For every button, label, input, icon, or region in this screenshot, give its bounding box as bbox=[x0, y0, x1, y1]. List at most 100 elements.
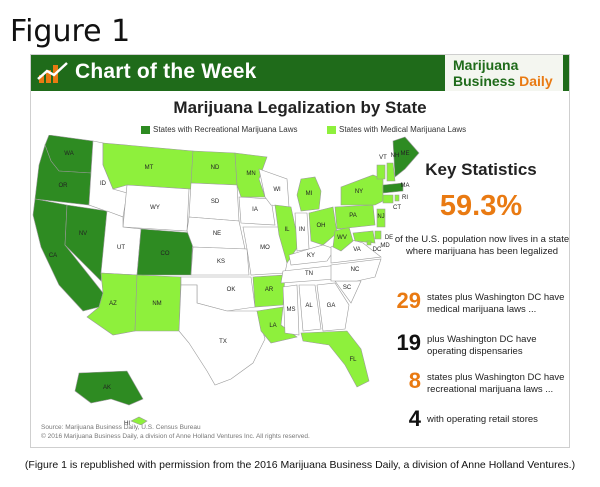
state-label-ma: MA bbox=[401, 183, 410, 189]
stat-text: states plus Washington DC have recreatio… bbox=[427, 372, 565, 395]
key-stats-title: Key Statistics bbox=[425, 160, 537, 179]
state-label-nh: NH bbox=[391, 153, 400, 159]
banner: Chart of the Week Marijuana Business Dai… bbox=[31, 55, 569, 91]
state-label-mn: MN bbox=[246, 171, 255, 177]
state-label-ia: IA bbox=[252, 207, 258, 213]
source-line: Source: Marijuana Business Daily, U.S. C… bbox=[41, 424, 201, 431]
state-label-sd: SD bbox=[211, 199, 220, 205]
banner-title: Chart of the Week bbox=[75, 60, 257, 83]
brand-line1: Marijuana bbox=[453, 57, 519, 73]
state-hi bbox=[130, 416, 148, 425]
state-fl bbox=[300, 330, 370, 388]
state-label-il: IL bbox=[284, 227, 290, 233]
state-ma bbox=[382, 182, 404, 194]
brand-daily: Daily bbox=[519, 73, 553, 89]
state-de bbox=[374, 230, 382, 240]
state-label-id: ID bbox=[100, 181, 107, 187]
map-title: Marijuana Legalization by State bbox=[173, 98, 427, 117]
state-label-wi: WI bbox=[273, 187, 281, 193]
state-label-ga: GA bbox=[327, 303, 336, 309]
legend-swatch-recreational bbox=[141, 125, 150, 134]
state-label-nd: ND bbox=[211, 165, 220, 171]
state-me bbox=[392, 136, 420, 178]
state-label-mt: MT bbox=[145, 165, 154, 171]
state-label-hi: HI bbox=[124, 421, 130, 425]
state-tx bbox=[178, 284, 266, 386]
state-mi bbox=[296, 176, 322, 212]
state-nc bbox=[330, 258, 382, 282]
state-label-nj: NJ bbox=[377, 214, 384, 220]
state-label-al: AL bbox=[305, 303, 313, 309]
state-ia bbox=[238, 196, 276, 226]
state-dc bbox=[366, 240, 372, 246]
state-label-wv: WV bbox=[337, 235, 347, 241]
stat-text: with operating retail stores bbox=[427, 414, 538, 425]
state-label-nc: NC bbox=[351, 267, 360, 273]
state-label-in: IN bbox=[299, 227, 305, 233]
stat-number: 8 bbox=[408, 368, 421, 393]
state-label-ak: AK bbox=[103, 385, 111, 391]
key-stats-percent: 59.3% bbox=[439, 190, 523, 222]
state-label-pa: PA bbox=[349, 213, 357, 219]
source-note: Source: Marijuana Business Daily, U.S. C… bbox=[41, 423, 310, 441]
state-nj bbox=[376, 208, 386, 228]
state-label-la: LA bbox=[269, 323, 276, 329]
state-nv bbox=[64, 204, 108, 282]
key-stats-percent-desc: of the U.S. population now lives in a st… bbox=[394, 234, 570, 257]
state-ak bbox=[74, 370, 144, 406]
state-ri bbox=[394, 194, 400, 202]
state-label-fl: FL bbox=[349, 357, 357, 363]
state-label-ne: NE bbox=[213, 231, 221, 237]
state-label-ar: AR bbox=[265, 287, 274, 293]
stat-number: 4 bbox=[408, 406, 421, 431]
stat-text: plus Washington DC have operating dispen… bbox=[427, 334, 537, 357]
state-la bbox=[256, 306, 298, 344]
state-label-dc: DC bbox=[373, 247, 382, 253]
state-label-ms: MS bbox=[287, 307, 296, 313]
state-label-ny: NY bbox=[355, 189, 363, 195]
legend-recreational-label: States with Recreational Marijuana Laws bbox=[153, 125, 298, 134]
figure-caption: (Figure 1 is republished with permission… bbox=[24, 459, 576, 471]
state-label-nv: NV bbox=[79, 231, 87, 237]
state-md bbox=[352, 230, 376, 244]
stat-number: 29 bbox=[396, 288, 421, 313]
state-label-ut: UT bbox=[117, 245, 125, 251]
state-label-mi: MI bbox=[306, 191, 313, 197]
state-label-wy: WY bbox=[150, 205, 160, 211]
state-label-ky: KY bbox=[307, 253, 315, 259]
brand-line2: Business Daily bbox=[453, 73, 553, 89]
state-vt bbox=[376, 164, 386, 180]
state-label-tx: TX bbox=[219, 339, 227, 345]
us-map: WA OR CA NV ID MT WY UT AZ CO NM ND SD NE KS OK TX MN IA MO… bbox=[32, 135, 420, 425]
state-oh bbox=[308, 206, 338, 246]
legend-swatch-medical bbox=[327, 125, 336, 134]
state-label-de: DE bbox=[385, 235, 393, 241]
state-pa bbox=[334, 204, 376, 230]
state-label-ct: CT bbox=[393, 205, 401, 211]
copyright-line: © 2016 Marijuana Business Daily, a divis… bbox=[41, 433, 310, 440]
brand-business: Business bbox=[453, 73, 520, 89]
brand-logo: Marijuana Business Daily bbox=[445, 55, 563, 91]
legend-recreational: States with Recreational Marijuana Laws bbox=[141, 125, 298, 134]
legend-medical: States with Medical Marijuana Laws bbox=[327, 125, 466, 134]
legend-medical-label: States with Medical Marijuana Laws bbox=[339, 125, 467, 134]
state-label-md: MD bbox=[380, 243, 390, 249]
state-label-co: CO bbox=[161, 251, 170, 257]
state-label-tn: TN bbox=[305, 271, 313, 277]
state-label-nm: NM bbox=[152, 301, 161, 307]
state-ct bbox=[382, 194, 394, 204]
state-label-sc: SC bbox=[343, 285, 352, 291]
chart-card: Chart of the Week Marijuana Business Dai… bbox=[30, 54, 570, 448]
state-label-va: VA bbox=[353, 247, 361, 253]
state-ar bbox=[252, 274, 286, 308]
state-label-ks: KS bbox=[217, 259, 225, 265]
state-nh bbox=[386, 162, 396, 182]
state-label-az: AZ bbox=[109, 301, 117, 307]
stat-text: states plus Washington DC have medical m… bbox=[427, 292, 565, 315]
state-label-ca: CA bbox=[49, 253, 57, 259]
state-ks bbox=[190, 246, 250, 276]
state-ms bbox=[282, 284, 300, 336]
state-label-ok: OK bbox=[227, 287, 236, 293]
state-al bbox=[298, 284, 322, 332]
figure-label: Figure 1 bbox=[10, 14, 131, 49]
